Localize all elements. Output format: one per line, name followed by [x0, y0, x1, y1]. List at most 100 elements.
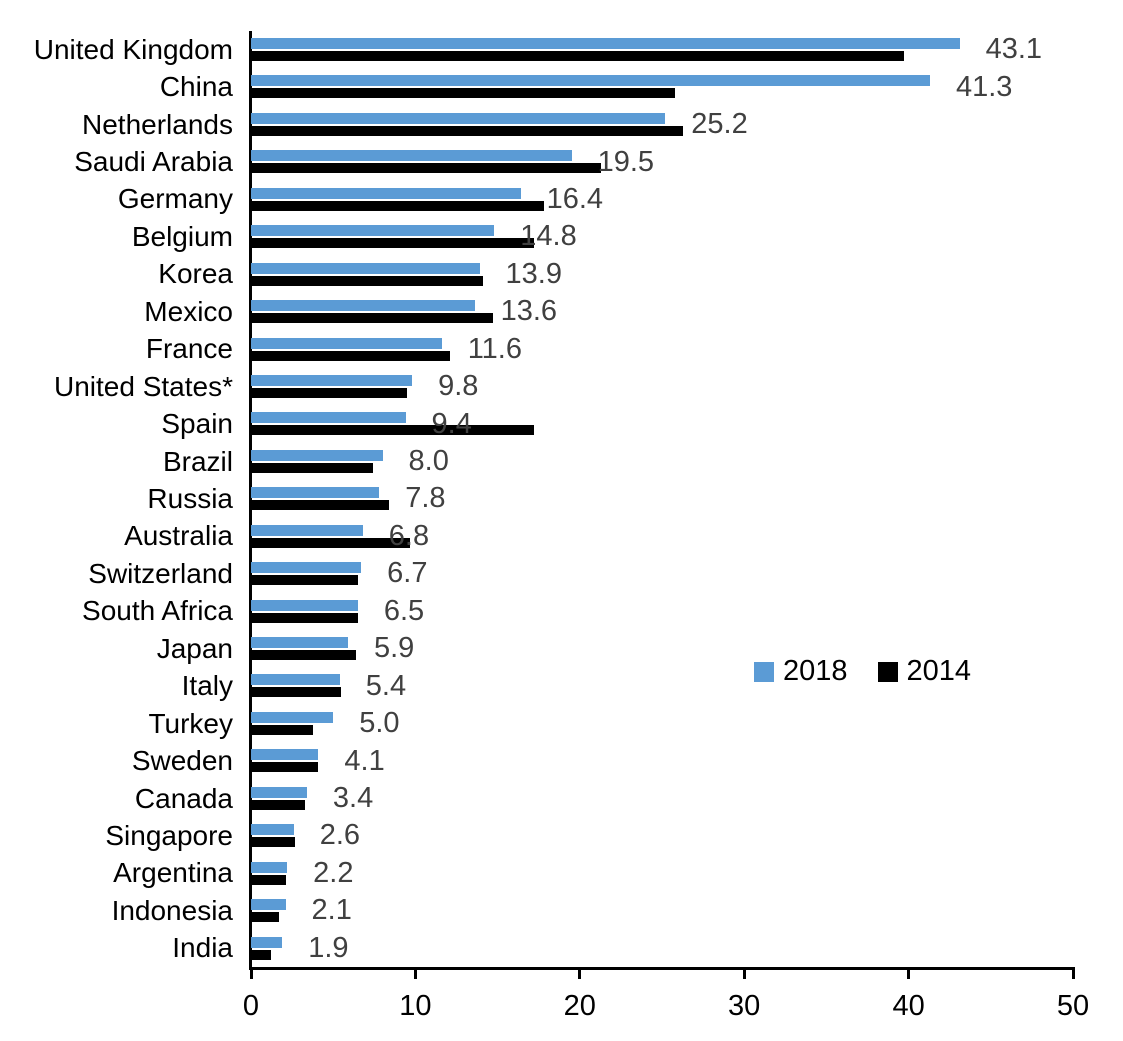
- category-label: Brazil: [162, 445, 233, 477]
- legend-label-2014: 2014: [906, 655, 972, 687]
- bar-2018: [251, 75, 930, 87]
- bar-group: [251, 562, 362, 586]
- category-label: Japan: [156, 632, 233, 664]
- legend-label-2018: 2018: [783, 655, 848, 687]
- chart-row: Germany 16.4: [0, 181, 1123, 218]
- bar-2014: [251, 51, 904, 61]
- value-label: 5.0: [359, 707, 400, 740]
- category-label: Germany: [117, 183, 233, 215]
- legend: 2018 2014: [754, 655, 971, 688]
- legend-item-2014: 2014: [877, 655, 972, 688]
- value-label: 19.5: [597, 145, 655, 178]
- category-label: Singapore: [105, 819, 233, 851]
- value-label: 3.4: [332, 782, 374, 815]
- chart-row: Switzerland 6.7: [0, 555, 1123, 592]
- bar-2014: [251, 837, 296, 848]
- chart-row: Argentina 2.2: [0, 855, 1123, 892]
- value-label: 41.3: [955, 70, 1013, 103]
- bar-2018: [251, 674, 340, 686]
- category-label: South Africa: [82, 595, 233, 627]
- bar-2014: [251, 88, 676, 99]
- bar-2018: [251, 786, 307, 798]
- chart-row: Australia 6.8: [0, 518, 1123, 555]
- chart-row: Saudi Arabia 19.5: [0, 143, 1123, 180]
- chart-row: Mexico 13.6: [0, 293, 1123, 330]
- bar-2018: [251, 225, 495, 237]
- chart-row: Turkey 5.0: [0, 705, 1123, 742]
- bar-2018: [251, 300, 475, 312]
- value-label: 11.6: [467, 332, 522, 365]
- bar-2018: [251, 262, 480, 274]
- bar-group: [251, 524, 411, 548]
- bar-2014: [251, 799, 306, 810]
- value-label: 43.1: [985, 33, 1043, 66]
- bar-2018: [251, 562, 362, 574]
- bar-group: [251, 487, 390, 511]
- value-label: 2.1: [311, 894, 352, 927]
- category-label: Canada: [134, 782, 233, 814]
- legend-swatch-2014: [877, 661, 898, 682]
- bar-2018: [251, 749, 319, 761]
- category-label: Netherlands: [82, 108, 233, 140]
- value-label: 14.8: [520, 220, 577, 253]
- bar-2018: [251, 936, 283, 948]
- chart-row: United States* 9.8: [0, 368, 1123, 405]
- bar-2014: [251, 575, 358, 586]
- x-axis-tick: [578, 970, 582, 979]
- chart-row: Indonesia 2.1: [0, 892, 1123, 929]
- x-axis-tick: [1071, 970, 1075, 979]
- category-label: Korea: [158, 258, 233, 290]
- chart-row: China 41.3: [0, 68, 1123, 105]
- bar-2018: [251, 487, 380, 499]
- x-axis-line: [249, 967, 1075, 970]
- bar-2014: [251, 350, 450, 361]
- bar-group: [251, 786, 307, 810]
- bar-2014: [251, 275, 483, 286]
- chart-row: Belgium 14.8: [0, 218, 1123, 255]
- category-label: Switzerland: [88, 557, 233, 589]
- chart-row: India 1.9: [0, 930, 1123, 967]
- value-label: 9.8: [438, 370, 479, 403]
- bar-group: [251, 150, 602, 174]
- bar-2014: [251, 724, 314, 735]
- value-label: 5.9: [373, 632, 415, 665]
- x-axis-tick-label: 20: [563, 990, 596, 1022]
- x-axis-tick-label: 30: [728, 990, 761, 1022]
- y-axis-line: [249, 31, 252, 970]
- value-label: 25.2: [691, 108, 748, 141]
- bar-2014: [251, 163, 602, 174]
- value-label: 1.9: [308, 931, 349, 964]
- bar-group: [251, 637, 357, 661]
- bar-2014: [251, 874, 286, 885]
- chart-row: Netherlands 25.2: [0, 106, 1123, 143]
- bar-group: [251, 711, 334, 735]
- chart-row: Russia 7.8: [0, 480, 1123, 517]
- chart-row: South Africa 6.5: [0, 593, 1123, 630]
- bar-2018: [251, 38, 960, 49]
- bar-2014: [251, 762, 319, 773]
- value-label: 6.7: [387, 557, 428, 590]
- bar-2014: [251, 238, 534, 249]
- bar-group: [251, 225, 534, 249]
- bar-2018: [251, 112, 666, 124]
- category-label: United States*: [54, 370, 233, 402]
- category-label: Mexico: [144, 295, 233, 327]
- value-label: 16.4: [546, 182, 604, 215]
- chart-row: United Kingdom 43.1: [0, 31, 1123, 68]
- chart-row: Canada 3.4: [0, 780, 1123, 817]
- bar-2014: [251, 612, 358, 623]
- value-label: 13.6: [500, 295, 558, 328]
- bar-group: [251, 936, 283, 960]
- bar-group: [251, 674, 342, 698]
- bar-2014: [251, 462, 373, 473]
- value-label: 6.8: [388, 519, 430, 552]
- x-axis-tick-label: 40: [892, 990, 925, 1022]
- category-label: Argentina: [113, 857, 233, 889]
- value-label: 2.2: [313, 856, 354, 889]
- value-label: 2.6: [319, 819, 361, 852]
- chart-row: Singapore 2.6: [0, 817, 1123, 854]
- bar-group: [251, 262, 483, 286]
- value-label: 13.9: [505, 257, 562, 290]
- chart-row: Japan 5.9: [0, 630, 1123, 667]
- value-label: 4.1: [344, 744, 385, 777]
